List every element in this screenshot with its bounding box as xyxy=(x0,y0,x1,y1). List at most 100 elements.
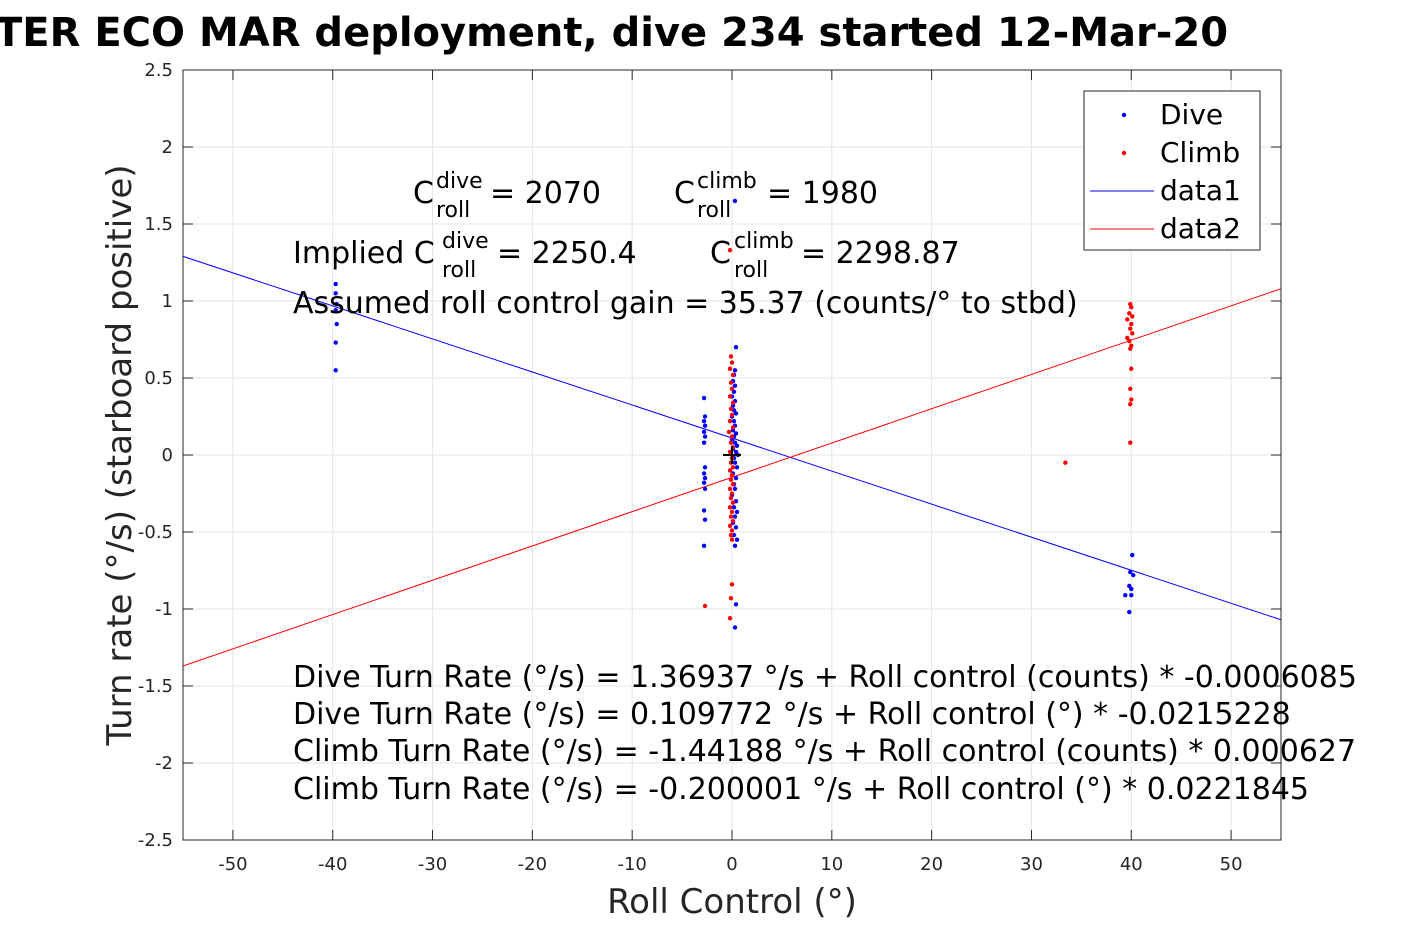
plot-frame xyxy=(182,69,1282,841)
point-climb xyxy=(1128,346,1133,351)
point-climb xyxy=(1125,317,1130,322)
point-dive xyxy=(732,625,738,630)
point-dive xyxy=(333,308,338,313)
point-dive xyxy=(702,434,708,439)
y-tick-label: 1.5 xyxy=(144,214,173,235)
x-tick-label: 30 xyxy=(1020,854,1043,875)
point-dive xyxy=(702,517,708,522)
implied-dive-sup: dive xyxy=(442,229,489,254)
point-climb xyxy=(728,477,734,482)
c-climb-prefix: C xyxy=(674,176,695,211)
c-dive-prefix: C xyxy=(413,176,434,211)
equation-climb-degrees: Climb Turn Rate (°/s) = -0.200001 °/s + … xyxy=(293,772,1309,807)
point-climb xyxy=(1129,321,1134,327)
implied-prefix: Implied C xyxy=(293,236,435,271)
implied-climb-value: = 2298.87 xyxy=(801,236,960,271)
point-climb xyxy=(1128,440,1133,445)
point-dive xyxy=(733,345,739,350)
point-climb xyxy=(729,491,735,496)
point-climb xyxy=(702,603,708,609)
legend-data2-label: data2 xyxy=(1160,212,1241,245)
point-climb xyxy=(1128,326,1133,331)
y-axis-label: Turn rate (°/s) (starboard positive) xyxy=(100,164,140,746)
x-tick-label: 10 xyxy=(820,854,843,875)
c-dive-sub: roll xyxy=(436,198,470,223)
point-climb xyxy=(728,514,734,519)
x-tick-label: 50 xyxy=(1220,854,1243,875)
point-dive xyxy=(733,475,739,481)
c-climb-sub: roll xyxy=(697,198,731,223)
point-climb xyxy=(1129,397,1134,402)
x-tick-label: 0 xyxy=(726,854,737,875)
point-dive xyxy=(732,368,738,373)
point-climb xyxy=(1129,304,1134,310)
point-climb xyxy=(1128,401,1133,407)
implied-dive-sub: roll xyxy=(442,258,476,283)
legend-data1-label: data1 xyxy=(1160,174,1241,207)
point-dive xyxy=(1129,592,1134,598)
equation-climb-counts: Climb Turn Rate (°/s) = -1.44188 °/s + R… xyxy=(293,734,1356,769)
point-climb xyxy=(1063,460,1068,465)
point-dive xyxy=(734,443,740,448)
point-climb xyxy=(728,532,734,538)
point-dive xyxy=(701,543,707,549)
legend-dive-label: Dive xyxy=(1160,98,1223,131)
x-axis-label: Roll Control (°) xyxy=(607,882,857,922)
y-tick-label: -0.5 xyxy=(138,522,173,543)
legend-dive-marker xyxy=(1121,112,1127,118)
point-climb xyxy=(727,247,733,253)
point-climb xyxy=(726,429,732,435)
y-tick-label: 1 xyxy=(162,291,173,312)
point-dive xyxy=(731,505,737,510)
point-dive xyxy=(702,423,708,428)
point-climb xyxy=(1130,314,1135,319)
point-climb xyxy=(729,386,735,391)
point-climb xyxy=(729,472,735,478)
point-climb xyxy=(729,434,735,439)
c-climb-sup: climb xyxy=(697,169,757,194)
point-dive xyxy=(732,198,738,204)
implied-climb-sup: climb xyxy=(734,229,794,254)
point-dive xyxy=(333,340,338,345)
point-climb xyxy=(730,400,736,405)
point-climb xyxy=(1127,311,1132,316)
x-tick-label: -30 xyxy=(418,854,447,875)
point-dive xyxy=(701,440,707,445)
x-tick-label: -50 xyxy=(218,854,247,875)
point-dive xyxy=(732,514,738,519)
point-dive xyxy=(732,543,738,549)
point-dive xyxy=(334,301,339,307)
chart-title: TER ECO MAR deployment, dive 234 started… xyxy=(0,10,1228,56)
point-dive xyxy=(732,460,738,465)
point-dive xyxy=(701,418,707,424)
point-dive xyxy=(1123,592,1128,598)
point-dive xyxy=(1130,552,1135,558)
point-climb xyxy=(728,380,734,385)
point-climb xyxy=(729,537,735,542)
point-dive xyxy=(732,486,738,492)
equation-dive-counts: Dive Turn Rate (°/s) = 1.36937 °/s + Rol… xyxy=(293,660,1357,695)
y-tick-label: 0 xyxy=(162,445,173,466)
implied-climb-prefix: C xyxy=(710,236,731,271)
point-climb xyxy=(729,528,735,533)
c-roll-implied-annotation: Implied C dive roll = 2250.4 C climb rol… xyxy=(293,229,960,283)
y-tick-label: 2 xyxy=(162,137,173,158)
point-dive xyxy=(734,465,740,470)
point-dive xyxy=(1127,609,1132,615)
point-dive xyxy=(702,414,708,419)
point-dive xyxy=(333,368,338,373)
c-roll-nominal-annotation: C dive roll = 2070 C climb roll = 1980 xyxy=(413,169,878,223)
point-dive xyxy=(333,281,338,287)
point-dive xyxy=(701,508,707,513)
point-climb xyxy=(727,505,733,510)
point-dive xyxy=(733,525,739,530)
equation-dive-degrees: Dive Turn Rate (°/s) = 0.109772 °/s + Ro… xyxy=(293,697,1291,732)
x-tick-label: -40 xyxy=(318,854,347,875)
y-tick-label: -2 xyxy=(155,753,173,774)
point-dive xyxy=(701,395,707,401)
point-climb xyxy=(1127,338,1132,344)
point-dive xyxy=(734,509,740,515)
point-dive xyxy=(734,537,740,542)
y-tick-label: -1 xyxy=(155,599,173,620)
c-dive-sup: dive xyxy=(436,169,483,194)
